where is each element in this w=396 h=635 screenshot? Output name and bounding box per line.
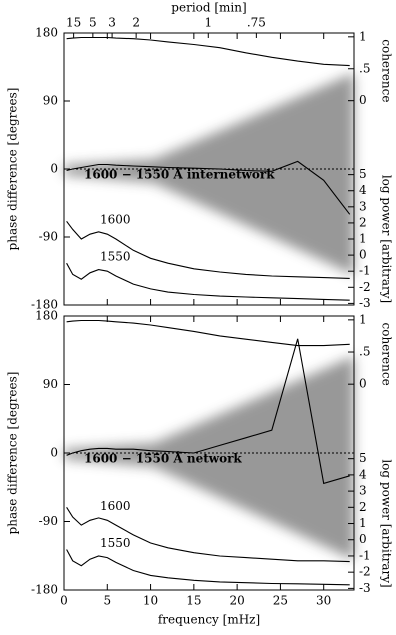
series-label: 1550 [100,536,131,550]
y3-tick-label: 3 [359,484,367,498]
x2-tick-label: .75 [247,16,266,30]
x2-tick-label: 1 [204,16,212,30]
y2-tick-label: 0 [359,93,367,107]
y2-tick-label: 0 [359,377,367,391]
y3-tick-label: 1 [359,232,367,246]
y3-tick-label: 3 [359,199,367,213]
y3-tick-label: -3 [359,581,371,595]
y3-tick-label: 0 [359,248,367,262]
y-tick-label: -90 [39,514,58,528]
density-shading [64,356,354,560]
y3-tick-label: -1 [359,264,371,278]
y3-tick-label: 4 [359,183,367,197]
x-tick-label: 5 [103,594,111,608]
y3-axis-title: log power [arbitrary] [380,459,394,587]
y3-tick-label: -2 [359,565,371,579]
y-tick-label: 90 [43,377,58,391]
y3-tick-label: 2 [359,500,367,514]
x2-tick-label: 2 [132,16,140,30]
y-tick-label: -180 [31,298,58,312]
series-line [66,507,350,563]
annotation: 1600 − 1550 Å internetwork [84,167,275,182]
y-tick-label: -180 [31,583,58,597]
y3-tick-label: -1 [359,548,371,562]
x-tick-label: 30 [316,594,331,608]
y2-tick-label: .5 [359,61,370,75]
y3-tick-label: 0 [359,532,367,546]
series-line [66,160,351,215]
y-tick-label: -90 [39,230,58,244]
series-line [66,262,350,301]
y3-tick-label: -2 [359,280,371,294]
y-tick-label: 0 [50,446,58,460]
y-tick-label: 90 [43,94,58,108]
series-line [66,319,350,347]
y2-tick-label: .5 [359,345,370,359]
y-tick-label: 180 [35,309,58,323]
annotation: 1600 − 1550 Å network [84,451,242,466]
x2-tick-label: 15 [66,16,81,30]
x2-axis-title: period [min] [171,1,246,15]
x-tick-label: 20 [229,594,244,608]
series-label: 1600 [100,499,131,513]
x-tick-label: 10 [143,594,158,608]
y3-tick-label: 1 [359,516,367,530]
y-tick-label: 0 [50,162,58,176]
density-shading [64,73,354,275]
x-axis-title: frequency [mHz] [158,613,260,627]
y2-tick-label: 1 [359,29,367,43]
y3-tick-label: 2 [359,215,367,229]
y3-tick-label: 5 [359,451,367,465]
y2-tick-label: 1 [359,312,367,326]
x-tick-label: 0 [60,594,68,608]
series-label: 1600 [100,213,131,227]
y-axis-title: phase difference [degrees] [6,372,20,535]
y2-axis-title: coherence [380,323,394,386]
series-line [66,220,350,279]
series-label: 1550 [100,250,131,264]
series-line [66,36,350,67]
x2-tick-label: 5 [89,16,97,30]
y3-tick-label: -3 [359,296,371,310]
y-axis-title: phase difference [degrees] [6,88,20,251]
y-tick-label: 180 [35,26,58,40]
series-line [66,338,350,485]
y2-axis-title: coherence [380,39,394,102]
y3-tick-label: 4 [359,467,367,481]
x2-tick-label: 3 [108,16,116,30]
y3-tick-label: 5 [359,167,367,181]
x-tick-label: 25 [273,594,288,608]
x-tick-label: 15 [186,594,201,608]
series-line [66,549,350,586]
y3-axis-title: log power [arbitrary] [380,175,394,303]
